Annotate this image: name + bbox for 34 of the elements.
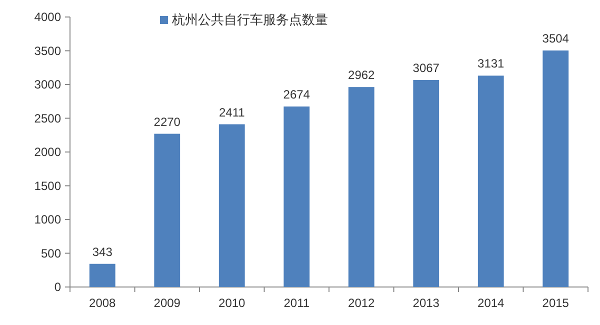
- y-tick-label: 3500: [34, 44, 62, 58]
- data-label: 3067: [412, 60, 440, 75]
- x-tick-label: 2009: [154, 296, 181, 310]
- data-label: 2962: [348, 68, 376, 82]
- bar: [284, 106, 310, 287]
- bar: [478, 76, 504, 287]
- y-tick-label: 4000: [34, 10, 62, 24]
- data-label: 2674: [283, 88, 310, 102]
- x-tick-label: 2011: [284, 296, 310, 310]
- y-tick-label: 0: [54, 280, 62, 294]
- data-label: 343: [92, 244, 113, 259]
- bar: [89, 264, 116, 287]
- bar: [413, 80, 440, 287]
- y-tick-label: 500: [40, 246, 62, 260]
- bar: [542, 50, 569, 287]
- bar: [154, 134, 180, 287]
- y-tick-label: 1000: [34, 212, 62, 226]
- y-tick-label: 2000: [34, 145, 62, 159]
- x-tick-label: 2010: [218, 296, 246, 310]
- data-label: 3131: [478, 56, 505, 71]
- bar: [348, 87, 374, 287]
- x-tick-label: 2015: [542, 296, 570, 310]
- data-label: 2270: [154, 114, 181, 129]
- x-tick-label: 2014: [478, 296, 505, 310]
- y-tick-label: 1500: [34, 178, 62, 193]
- data-label: 3504: [542, 31, 570, 46]
- x-tick-label: 2012: [348, 296, 376, 310]
- legend-label: 杭州公共自行车服务点数量: [171, 12, 328, 27]
- y-tick-label: 3000: [34, 78, 62, 92]
- data-label: 2411: [218, 105, 246, 120]
- x-tick-label: 2013: [412, 296, 440, 310]
- x-tick-label: 2008: [89, 296, 116, 310]
- y-tick-label: 2500: [34, 111, 62, 126]
- bar: [218, 124, 245, 287]
